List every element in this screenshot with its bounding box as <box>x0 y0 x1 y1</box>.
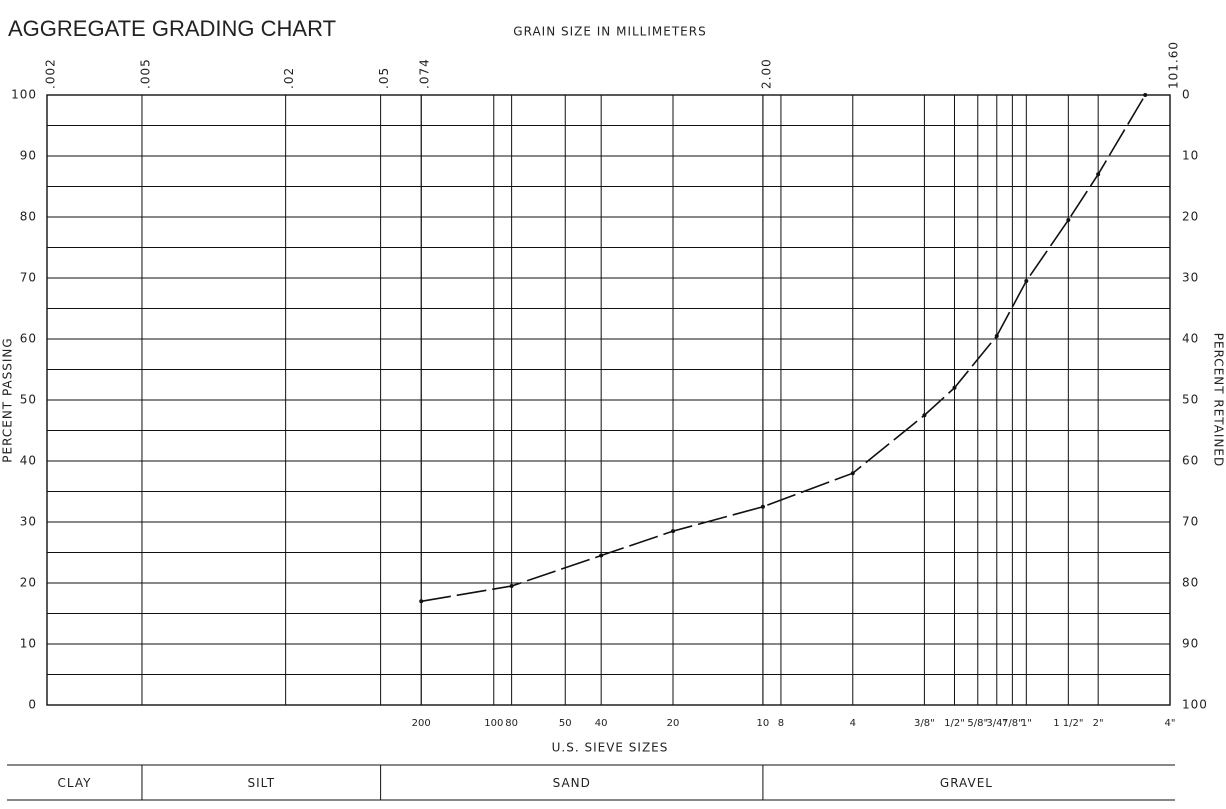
data-point <box>1024 279 1029 284</box>
y2-tick-label: 50 <box>1182 393 1199 407</box>
y2-tick-label: 40 <box>1182 332 1199 346</box>
data-point <box>1096 172 1101 177</box>
x-tick-label: .005 <box>138 58 152 89</box>
bottom-axis-label: U.S. SIEVE SIZES <box>552 741 669 755</box>
y-tick-label: 60 <box>20 332 37 346</box>
sieve-tick-label: 8 <box>778 718 784 729</box>
chart-title: AGGREGATE GRADING CHART <box>8 16 336 41</box>
y-tick-label: 50 <box>20 393 37 407</box>
y2-tick-label: 70 <box>1182 515 1199 529</box>
y2-tick-label: 0 <box>1182 88 1191 102</box>
data-point <box>671 529 676 534</box>
sieve-tick-label: 2" <box>1093 718 1104 729</box>
data-point <box>850 471 855 476</box>
sieve-tick-label: 3/4" <box>986 718 1007 729</box>
sieve-tick-label: 4" <box>1165 718 1176 729</box>
y-tick-label: 80 <box>20 210 37 224</box>
data-point <box>922 413 927 418</box>
y-tick-label: 20 <box>20 576 37 590</box>
sieve-tick-label: 20 <box>667 718 680 729</box>
x-tick-label: .05 <box>377 67 391 89</box>
y-tick-label: 0 <box>28 698 37 712</box>
data-point <box>760 504 765 509</box>
x-tick-label: 2.00 <box>759 58 773 89</box>
soil-class-label: SAND <box>553 776 591 790</box>
data-point <box>419 599 424 604</box>
sieve-tick-label: 5/8" <box>967 718 988 729</box>
plot-frame <box>46 94 1171 706</box>
sieve-tick-label: 50 <box>559 718 572 729</box>
y2-axis-label: PERCENT RETAINED <box>1212 333 1226 468</box>
x-tick-label: .02 <box>282 67 296 89</box>
sieve-tick-label: 200 <box>412 718 431 729</box>
sieve-tick-label: 10 <box>757 718 770 729</box>
soil-class-label: GRAVEL <box>940 776 993 790</box>
sieve-tick-label: 1/2" <box>944 718 965 729</box>
data-point <box>1143 93 1148 97</box>
sieve-tick-label: 80 <box>505 718 518 729</box>
x-tick-label: .074 <box>418 58 432 89</box>
sieve-tick-label: 40 <box>595 718 608 729</box>
data-point <box>1066 218 1071 223</box>
y-tick-label: 90 <box>20 149 37 163</box>
data-point <box>599 553 604 558</box>
sieve-tick-label: 1" <box>1021 718 1032 729</box>
sieve-tick-label: 1 1/2" <box>1053 718 1083 729</box>
sieve-tick-label: 7/8" <box>1002 718 1023 729</box>
y2-tick-label: 20 <box>1182 210 1199 224</box>
y2-tick-label: 30 <box>1182 271 1199 285</box>
y-tick-label: 10 <box>20 637 37 651</box>
y2-tick-label: 10 <box>1182 149 1199 163</box>
sieve-tick-label: 100 <box>484 718 503 729</box>
soil-class-label: CLAY <box>58 776 92 790</box>
data-point <box>994 333 999 338</box>
sieve-tick-label: 4 <box>850 718 856 729</box>
data-line <box>421 94 1146 603</box>
y2-tick-label: 60 <box>1182 454 1199 468</box>
y2-tick-label: 100 <box>1182 698 1208 712</box>
y-tick-label: 70 <box>20 271 37 285</box>
data-point <box>509 584 514 589</box>
y-axis-label: PERCENT PASSING <box>1 337 15 462</box>
data-point <box>952 385 957 390</box>
soil-class-label: SILT <box>248 776 276 790</box>
x-tick-label: .002 <box>44 58 58 89</box>
y-tick-label: 30 <box>20 515 37 529</box>
y2-tick-label: 90 <box>1182 637 1199 651</box>
y-tick-label: 40 <box>20 454 37 468</box>
y-tick-label: 100 <box>11 88 37 102</box>
sieve-tick-label: 3/8" <box>914 718 935 729</box>
top-axis-label: GRAIN SIZE IN MILLIMETERS <box>513 25 706 39</box>
y2-tick-label: 80 <box>1182 576 1199 590</box>
x-tick-label: 101.60 <box>1167 41 1181 89</box>
